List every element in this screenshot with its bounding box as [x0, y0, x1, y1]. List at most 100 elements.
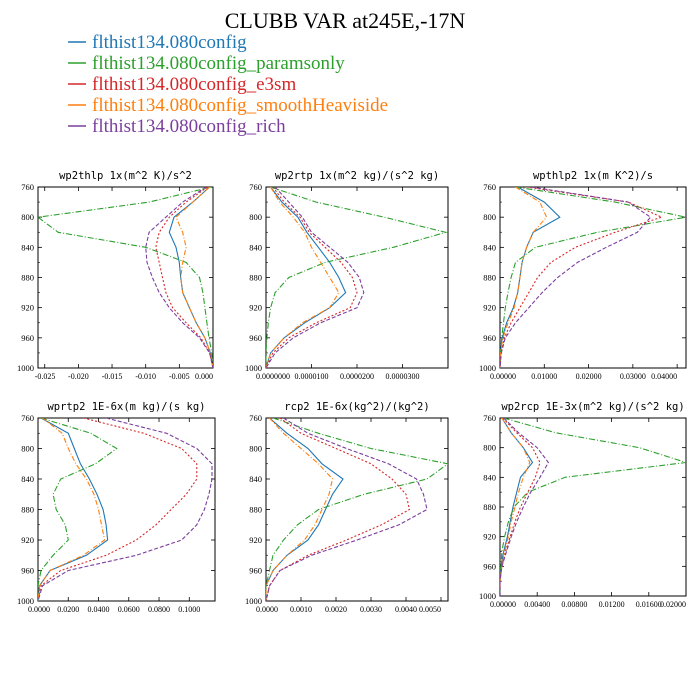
y-tick-label: 1000: [245, 596, 262, 606]
series-line: [500, 418, 686, 596]
y-tick-label: 920: [483, 303, 496, 313]
panel-4: wprtp2 1E-6x(m kg)/(s kg) 760 800 840 880 920…: [17, 401, 216, 614]
series-line: [266, 418, 448, 601]
series-line: [500, 187, 664, 368]
y-tick-label: 800: [21, 444, 34, 454]
y-tick-label: 1000: [17, 363, 34, 373]
plot-frame: [265, 417, 449, 602]
plot-frame: [499, 417, 687, 597]
x-tick-label: 0.03000: [620, 372, 646, 381]
y-tick-label: 800: [21, 212, 34, 222]
series-line: [500, 187, 548, 368]
x-tick-label: 0.0000: [256, 605, 278, 614]
y-tick-label: 840: [21, 242, 34, 252]
y-tick-label: 760: [483, 182, 496, 192]
y-tick-label: 920: [21, 303, 34, 313]
y-tick-label: 800: [483, 212, 496, 222]
plot-frame: [499, 186, 687, 369]
x-tick-label: 0.0800: [148, 605, 170, 614]
plot-frame: [37, 186, 214, 369]
y-tick-label: 1000: [479, 363, 496, 373]
panel-1: wp2thlp 1x(m^2 K)/s^2 760 800 840 880 920 960 1…: [17, 170, 214, 381]
y-tick-label: 960: [249, 333, 262, 343]
x-tick-label: 0.0000100: [295, 372, 329, 381]
x-tick-label: 0.01200: [599, 600, 625, 609]
series-line: [38, 418, 198, 601]
y-tick-label: 840: [21, 474, 34, 484]
x-tick-label: 0.01000: [531, 372, 557, 381]
panel-6: wp2rcp 1E-3x(m^2 kg)/(s^2 kg) 760 800 840 88…: [479, 401, 687, 609]
y-tick-label: 880: [483, 502, 496, 512]
panel-title: wp2rtp 1x(m^2 kg)/(s^2 kg): [275, 170, 439, 182]
plot-frame: [37, 417, 216, 602]
plot-frame: [265, 186, 449, 369]
series-line: [175, 187, 213, 368]
series-line: [500, 418, 534, 596]
series-line: [266, 187, 347, 368]
x-tick-label: 0.0200: [57, 605, 79, 614]
y-tick-label: 760: [21, 413, 34, 423]
y-tick-label: 1000: [479, 591, 496, 601]
series-line: [500, 187, 686, 368]
x-tick-label: -0.015: [102, 372, 123, 381]
y-tick-label: 920: [249, 535, 262, 545]
x-tick-label: -0.010: [135, 372, 156, 381]
series-line: [266, 418, 334, 601]
x-tick-label: 0.04000: [651, 372, 677, 381]
y-tick-label: 800: [483, 443, 496, 453]
x-tick-label: 0.0000000: [256, 372, 290, 381]
x-tick-label: 0.01600: [636, 600, 662, 609]
y-tick-label: 920: [21, 535, 34, 545]
x-tick-label: 0.0040: [395, 605, 417, 614]
x-tick-label: 0.00400: [524, 600, 550, 609]
x-tick-label: 0.0050: [419, 605, 441, 614]
x-tick-label: 0.0600: [118, 605, 140, 614]
series-line: [38, 418, 106, 601]
y-tick-label: 960: [483, 333, 496, 343]
legend: flthist134.080config flthist134.080config…: [68, 32, 388, 137]
series-line: [38, 187, 213, 368]
series-line: [500, 418, 541, 596]
y-tick-label: 800: [249, 212, 262, 222]
series-line: [266, 418, 428, 601]
y-tick-label: 800: [249, 444, 262, 454]
series-line: [145, 187, 213, 368]
series-line: [266, 187, 448, 368]
x-tick-label: 0.0000: [28, 605, 50, 614]
figure-title: CLUBB VAR at245E,-17N: [225, 8, 466, 33]
x-tick-label: 0.02000: [576, 372, 602, 381]
legend-label: flthist134.080config: [92, 32, 247, 53]
legend-item: flthist134.080config_rich: [68, 116, 286, 137]
legend-item: flthist134.080config_e3sm: [68, 74, 296, 95]
legend-label: flthist134.080config_smoothHeaviside: [92, 95, 388, 116]
legend-label: flthist134.080config_e3sm: [92, 74, 296, 95]
series-line: [500, 418, 550, 596]
y-tick-label: 920: [483, 532, 496, 542]
x-tick-label: 0.000: [195, 372, 213, 381]
y-tick-label: 880: [249, 273, 262, 283]
x-tick-label: -0.005: [169, 372, 190, 381]
series-line: [266, 418, 344, 601]
series-line: [168, 187, 213, 368]
y-tick-label: 960: [21, 566, 34, 576]
panel-3: wpthlp2 1x(m K^2)/s 760 800 840 880 920 960 100…: [479, 170, 687, 381]
y-tick-label: 840: [249, 474, 262, 484]
x-tick-label: 0.0000200: [340, 372, 374, 381]
y-tick-label: 760: [249, 182, 262, 192]
legend-item: flthist134.080config: [68, 32, 247, 53]
y-tick-label: 880: [21, 505, 34, 515]
y-tick-label: 1000: [17, 596, 34, 606]
y-tick-label: 920: [249, 303, 262, 313]
y-tick-label: 960: [249, 566, 262, 576]
x-tick-label: 0.0030: [360, 605, 382, 614]
series-line: [155, 187, 213, 368]
panel-title: wp2thlp 1x(m^2 K)/s^2: [59, 170, 192, 182]
series-line: [500, 187, 561, 368]
y-tick-label: 760: [249, 413, 262, 423]
x-tick-label: -0.020: [68, 372, 89, 381]
y-tick-label: 880: [249, 505, 262, 515]
series-line: [38, 418, 118, 601]
series-line: [266, 187, 358, 368]
panel-2: wp2rtp 1x(m^2 kg)/(s^2 kg) 760 800 840 880 92…: [245, 170, 449, 381]
